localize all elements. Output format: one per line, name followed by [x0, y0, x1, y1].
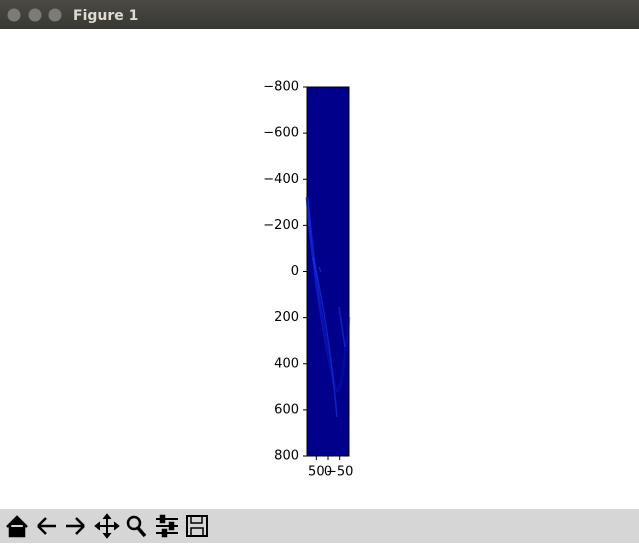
title-bar: Figure 1: [0, 0, 639, 29]
y-tick-label: −200: [263, 218, 299, 233]
heatmap-texture: [305, 196, 351, 393]
toolbar: [0, 509, 639, 543]
x-tick-label: 50: [308, 465, 325, 480]
save-button[interactable]: [186, 515, 208, 537]
y-tick-label: 400: [274, 356, 299, 371]
window-title: Figure 1: [73, 8, 138, 24]
y-tick-label: 200: [274, 310, 299, 325]
back-button[interactable]: [37, 517, 56, 535]
heatmap-texture: [312, 256, 346, 418]
y-tick-label: −600: [263, 126, 299, 141]
y-tick-label: 600: [274, 402, 299, 417]
heatmap-image: [307, 87, 349, 456]
x-tick-label: 0: [324, 465, 332, 480]
close-button[interactable]: [7, 8, 21, 22]
y-tick-label: 800: [274, 449, 299, 464]
home-button[interactable]: [6, 515, 28, 538]
y-tick-label: −400: [263, 172, 299, 187]
y-tick-label: −800: [263, 80, 299, 95]
maximize-button[interactable]: [48, 8, 62, 22]
zoom-button[interactable]: [126, 515, 147, 538]
minimize-button[interactable]: [28, 8, 42, 22]
pan-button[interactable]: [94, 513, 120, 539]
configure-button[interactable]: [156, 514, 178, 538]
forward-button[interactable]: [66, 517, 85, 535]
x-tick-label: −50: [326, 465, 353, 480]
y-tick-label: 0: [291, 264, 299, 279]
